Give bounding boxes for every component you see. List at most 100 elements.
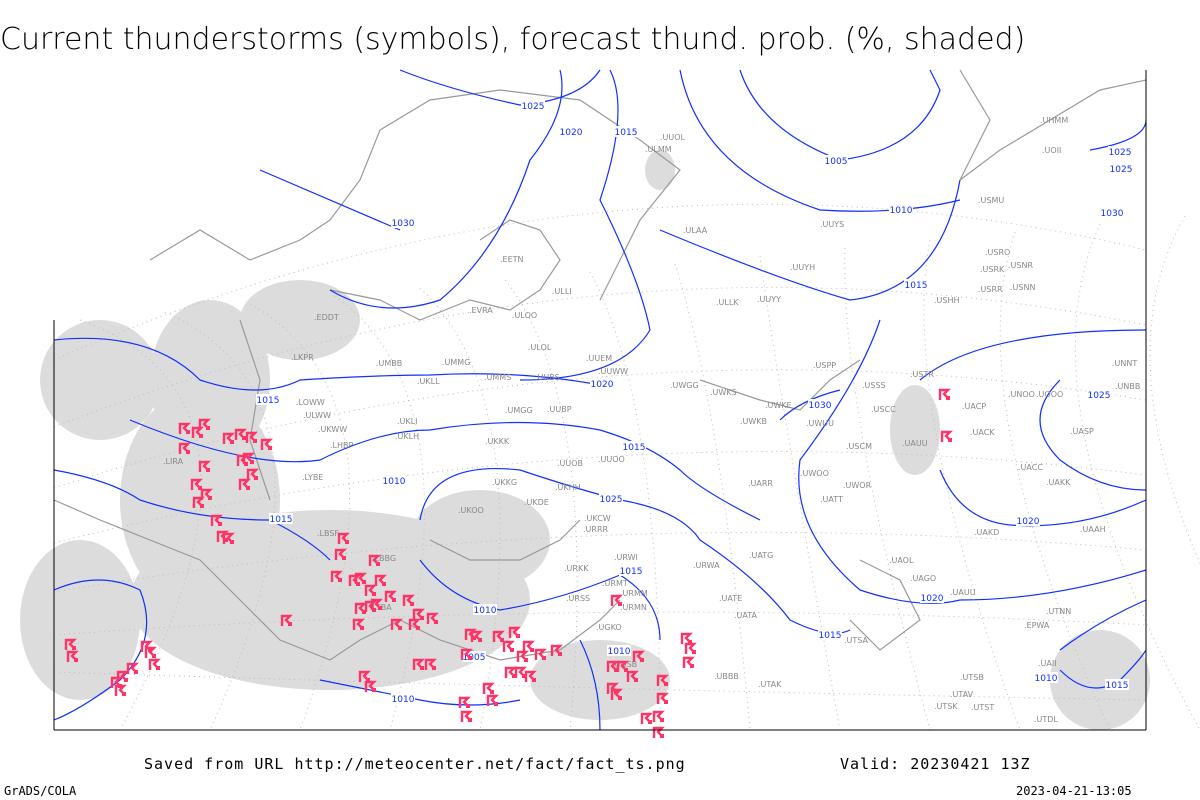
station-label: .UKLI — [397, 417, 417, 426]
isobar-label: 1010 — [392, 695, 415, 705]
isobar-label: 1015 — [620, 567, 643, 577]
timestamp: 2023-04-21-13:05 — [1016, 784, 1132, 798]
station-label: .UWKB — [740, 417, 767, 426]
station-label: .UGKO — [596, 623, 622, 632]
thunderstorm-icon — [245, 431, 258, 443]
station-label: .LKPR — [291, 353, 314, 362]
isobar-label-group: 1010 — [391, 693, 415, 705]
station: .URKK — [564, 564, 589, 573]
station: .USRR — [978, 285, 1003, 294]
station: .UOOO — [1036, 390, 1063, 399]
thunderstorm-icon — [222, 532, 235, 544]
shaded-area — [410, 490, 550, 590]
isobar-label: 1010 — [890, 206, 913, 216]
station: .ULOO — [512, 311, 537, 320]
thunderstorm-icon — [144, 646, 157, 658]
thunderstorm-icon — [610, 688, 623, 700]
isobar-label-group: 1020 — [920, 592, 944, 604]
station-label: .UATT — [820, 495, 843, 504]
shaded-area — [890, 385, 940, 475]
isobar — [259, 169, 401, 231]
station-label: .USNN — [1010, 283, 1035, 292]
station: .UAKD — [974, 528, 999, 537]
thunderstorm-icon — [524, 670, 537, 682]
isobar-label-group: 1010 — [607, 645, 631, 657]
parallel — [53, 611, 1147, 636]
meridian — [334, 295, 425, 731]
station: .LKPR — [291, 353, 314, 362]
station: .UWOO — [800, 469, 829, 478]
station: .UGKO — [596, 623, 622, 632]
station-label: .UATE — [719, 594, 742, 603]
station: .LHBP — [330, 441, 354, 450]
thunderstorm-icon — [508, 626, 521, 638]
thunderstorm-icon — [260, 438, 273, 450]
isobar-label: 1025 — [1088, 391, 1111, 401]
station: .USHH — [934, 296, 960, 305]
station: .ULLI — [552, 287, 572, 296]
isobar — [1089, 119, 1147, 151]
isobar-label-group: 1015 — [818, 629, 842, 641]
thunderstorm-icon — [408, 618, 421, 630]
station-label: .UWGG — [670, 381, 699, 390]
station-label: .UKWW — [318, 425, 347, 434]
station-label: .USSS — [862, 381, 886, 390]
meridian — [1149, 215, 1200, 565]
station-label: .UKOO — [458, 506, 484, 515]
isobar — [939, 469, 1147, 527]
station-label: .UWKS — [710, 388, 737, 397]
thunderstorm-icon — [938, 388, 951, 400]
station: .URRR — [583, 525, 609, 534]
station: .UKKK — [485, 437, 510, 446]
station-label: .UTAV — [950, 690, 974, 699]
isobar-label-group: 1020 — [590, 378, 614, 390]
station-label: .UKKK — [485, 437, 510, 446]
station: .UKWW — [318, 425, 347, 434]
thunderstorm-icon — [337, 532, 350, 544]
station-label: .USCM — [846, 442, 872, 451]
station: .UMMG — [442, 358, 470, 367]
isobar-label-group: 1015 — [904, 279, 928, 291]
station: .URMT — [602, 579, 628, 588]
coastline — [239, 319, 271, 501]
parallel — [53, 671, 1147, 701]
station: .USPP — [813, 361, 836, 370]
station-label: .UKHH — [555, 483, 581, 492]
station: .UUYH — [790, 263, 815, 272]
thunderstorm-icon — [470, 630, 483, 642]
thunderstorm-icon — [402, 594, 415, 606]
station-label: .UKDE — [524, 498, 549, 507]
thunderstorm-icon — [940, 430, 953, 442]
isobar-label: 1025 — [1109, 148, 1132, 158]
station-label: .UWKE — [765, 401, 792, 410]
station-label: .UUYH — [790, 263, 815, 272]
station-label: .UBBB — [714, 672, 739, 681]
station: .UNOO — [1008, 390, 1035, 399]
meridian — [999, 231, 1111, 731]
station: .UTDL — [1034, 715, 1058, 724]
station: .ULAA — [683, 226, 708, 235]
thunderstorm-icon — [116, 670, 129, 682]
isobar — [798, 319, 1147, 604]
thunderstorm-icon — [534, 648, 547, 660]
thunderstorm-icon — [364, 680, 377, 692]
thunderstorm-icon — [522, 640, 535, 652]
station-label: .UNBB — [1115, 382, 1140, 391]
station-label: .URRR — [583, 525, 609, 534]
coastline — [329, 219, 561, 321]
meridian — [923, 239, 1021, 731]
station: .UATT — [820, 495, 843, 504]
isobar-label-group: 1030 — [391, 217, 415, 229]
isobar — [53, 579, 148, 721]
station: .UHMM — [1040, 116, 1068, 125]
station: .USTR — [910, 370, 934, 379]
thunderstorm-icon — [632, 650, 645, 662]
thunderstorm-icon — [126, 662, 139, 674]
station-label: .LBBG — [372, 554, 396, 563]
thunderstorm-icon — [486, 694, 499, 706]
station-label: .LBSF — [317, 529, 339, 538]
thunderstorm-icon — [242, 452, 255, 464]
station: .LBBG — [372, 554, 396, 563]
station-label: .EDDT — [314, 313, 339, 322]
station-label: .UUOO — [598, 455, 625, 464]
